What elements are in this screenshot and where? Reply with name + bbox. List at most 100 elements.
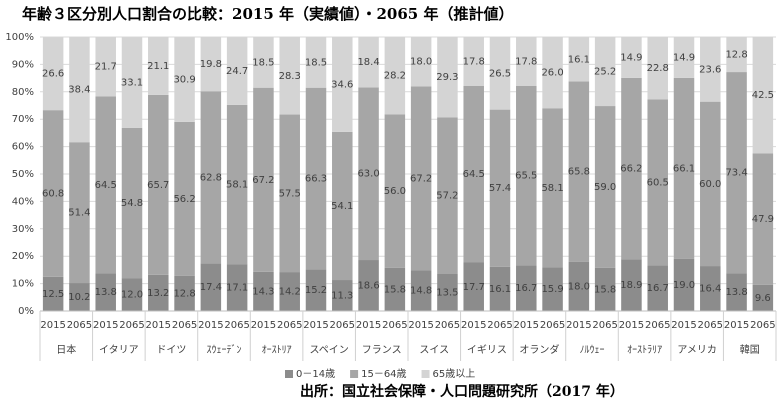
y-tick-label: 80% (12, 87, 34, 98)
x-tick-label: 2065 (224, 320, 249, 331)
bar-segment (174, 275, 195, 311)
bar-segment (700, 37, 721, 102)
bar-segment (752, 37, 774, 154)
data-label: 67.2 (410, 173, 432, 184)
data-label: 60.0 (699, 179, 721, 190)
bar-segment (305, 269, 327, 311)
y-tick-label: 60% (12, 142, 34, 153)
data-label: 58.1 (541, 183, 563, 194)
x-tick-label: 2015 (514, 320, 539, 331)
y-tick-label: 30% (12, 224, 34, 235)
data-label: 12.8 (725, 50, 747, 61)
y-tick-label: 20% (12, 251, 34, 262)
bar-segment (226, 104, 248, 265)
x-tick-label: 2015 (408, 320, 433, 331)
data-label: 14.9 (673, 52, 695, 63)
data-label: 24.7 (226, 66, 248, 77)
x-tick-label: 2065 (698, 320, 723, 331)
bar-segment (95, 96, 116, 274)
group-label: スペイン (309, 345, 348, 356)
bar-segment (121, 278, 143, 311)
bar-segment (568, 81, 590, 262)
x-tick-label: 2065 (330, 320, 355, 331)
data-label: 59.0 (594, 182, 616, 193)
data-label: 67.2 (252, 175, 274, 186)
bar-segment (516, 265, 537, 311)
x-tick-label: 2065 (382, 320, 407, 331)
bar-segment (752, 153, 774, 285)
data-label: 51.4 (68, 208, 90, 219)
bar-segment (673, 37, 695, 78)
x-tick-label: 2065 (645, 320, 670, 331)
data-label: 17.4 (200, 282, 222, 293)
bar-segment (305, 87, 327, 270)
group-label: アメリカ (677, 344, 717, 356)
data-label: 14.8 (410, 286, 432, 297)
data-label: 15.8 (594, 284, 616, 295)
data-label: 38.4 (68, 85, 90, 96)
y-tick-label: 90% (12, 59, 34, 70)
bar-segment (226, 264, 248, 311)
data-label: 21.1 (147, 61, 169, 72)
bar-segment (410, 270, 432, 311)
data-label: 9.6 (755, 293, 771, 304)
y-tick-label: 0% (18, 306, 34, 317)
data-label: 25.2 (594, 67, 616, 78)
bar-segment (253, 37, 274, 88)
data-label: 56.2 (173, 194, 195, 205)
data-label: 63.0 (357, 169, 379, 180)
bar-segment (42, 110, 64, 277)
data-label: 14.2 (279, 287, 301, 298)
bar-segment (752, 284, 774, 311)
data-label: 10.2 (68, 292, 90, 303)
x-tick-label: 2015 (251, 320, 276, 331)
bar-segment (42, 276, 64, 311)
data-label: 22.8 (647, 63, 669, 74)
bar-segment (437, 37, 458, 118)
bar-segment (621, 37, 642, 78)
group-label: ドイツ (156, 345, 186, 356)
group-label: ﾉﾙｳｪｰ (580, 344, 605, 356)
group-label: ｽｳｪｰﾃﾞﾝ (207, 344, 242, 356)
data-label: 19.0 (673, 280, 695, 291)
chart-title: 年齢３区分別人口割合の比較：2015 年（実績値）・2065 年（推計値） (22, 5, 513, 23)
data-label: 18.0 (568, 281, 590, 292)
data-label: 16.7 (515, 283, 537, 294)
bar-segment (568, 261, 590, 311)
group-label: イギリス (467, 344, 507, 356)
data-label: 14.9 (620, 52, 642, 63)
bar-segment (332, 131, 353, 281)
data-label: 30.9 (173, 75, 195, 86)
bar-segment (673, 77, 695, 259)
x-tick-label: 2065 (540, 320, 565, 331)
data-label: 15.9 (541, 284, 563, 295)
group-label: ｵｰｽﾄﾗﾘｱ (627, 344, 662, 356)
data-label: 26.6 (42, 69, 64, 80)
bar-segment (69, 283, 90, 311)
y-tick-label: 100% (5, 32, 34, 43)
bar-segment (148, 94, 169, 275)
data-label: 47.9 (752, 214, 774, 225)
bar-segment (647, 99, 668, 266)
y-tick-label: 10% (12, 279, 34, 290)
bar-segment (384, 37, 406, 115)
x-tick-label: 2065 (119, 320, 144, 331)
x-tick-label: 2015 (303, 320, 328, 331)
bar-segment (279, 114, 300, 273)
data-label: 15.2 (305, 285, 327, 296)
x-tick-label: 2065 (750, 320, 775, 331)
data-label: 66.1 (673, 163, 695, 174)
bar-segment (410, 86, 432, 271)
bar-segment (148, 274, 169, 311)
bar-segment (69, 142, 90, 284)
data-label: 66.3 (305, 174, 327, 185)
bar-segment (279, 37, 300, 115)
bar-segment (516, 85, 537, 266)
data-label: 65.8 (568, 167, 590, 178)
x-tick-label: 2015 (146, 320, 171, 331)
x-tick-label: 2015 (198, 320, 223, 331)
bar-segment (594, 267, 616, 311)
x-tick-label: 2065 (487, 320, 512, 331)
data-label: 12.5 (42, 289, 64, 300)
